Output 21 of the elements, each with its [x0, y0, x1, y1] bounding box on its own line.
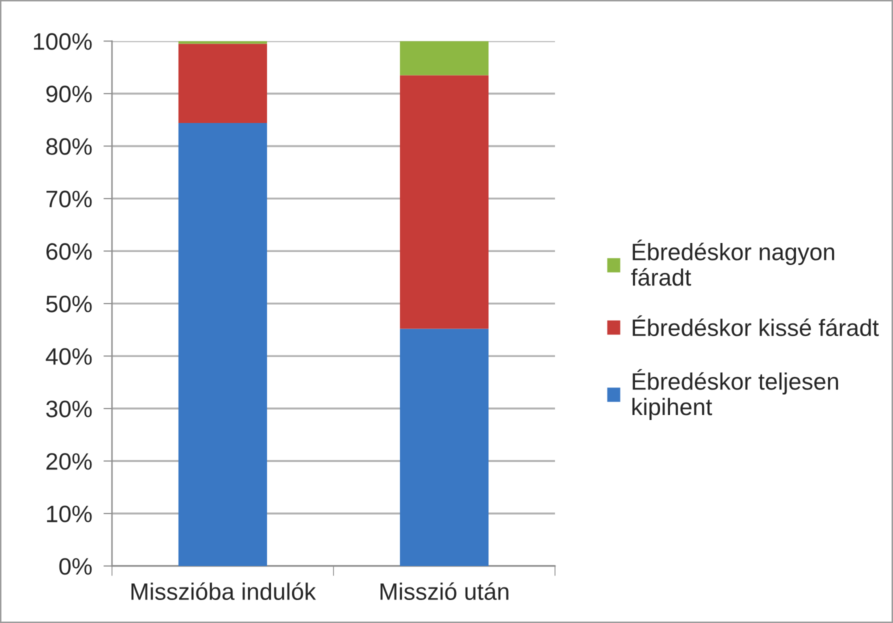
y-tick-label: 20% — [46, 453, 92, 470]
legend-label: Ébredéskor teljesen kipihent — [632, 369, 838, 420]
x-tick-label: Misszió után — [380, 582, 508, 600]
bar — [400, 75, 489, 329]
y-tick-label: 70% — [46, 190, 92, 208]
x-tick-label: Misszióba indulók — [132, 582, 316, 600]
y-tick-label: 80% — [46, 138, 92, 155]
y-tick-label: 40% — [46, 348, 92, 365]
y-tick-label: 10% — [47, 506, 92, 522]
y-tick-label: 50% — [46, 296, 92, 312]
legend-label: Ébredéskor nagyon fáradt — [631, 240, 834, 286]
y-tick-label: 90% — [46, 86, 92, 102]
y-tick-label: 60% — [46, 243, 92, 260]
bar — [178, 44, 268, 123]
bar — [178, 123, 268, 566]
bar — [400, 41, 489, 76]
y-tick-label: 100% — [34, 33, 92, 50]
y-tick-label: 0% — [59, 558, 92, 575]
bar — [400, 328, 489, 566]
y-tick-label: 30% — [46, 400, 92, 418]
legend-label: Ébredéskor kissé fáradt — [632, 315, 879, 336]
